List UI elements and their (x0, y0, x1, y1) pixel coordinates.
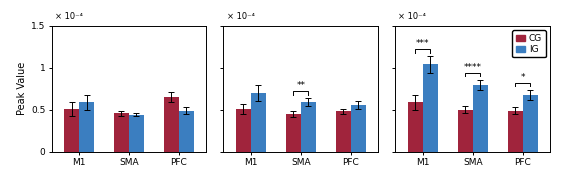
Text: × 10⁻⁴: × 10⁻⁴ (54, 12, 83, 21)
Bar (351, 105, 366, 152)
Text: × 10⁻⁴: × 10⁻⁴ (226, 12, 254, 21)
Bar (523, 95, 537, 152)
Bar (236, 109, 251, 152)
Bar (473, 85, 488, 152)
Y-axis label: Peak Value: Peak Value (17, 62, 27, 115)
Bar (458, 110, 473, 152)
Legend: CG, IG: CG, IG (512, 30, 545, 57)
Text: **: ** (296, 81, 305, 90)
Text: *: * (520, 73, 525, 82)
Bar (114, 113, 129, 152)
Bar (164, 97, 179, 152)
Bar (286, 114, 301, 152)
Bar (423, 65, 438, 152)
Text: ****: **** (464, 63, 482, 72)
Bar (508, 111, 523, 152)
Text: × 10⁻⁴: × 10⁻⁴ (398, 12, 426, 21)
Bar (129, 115, 144, 152)
Bar (301, 102, 316, 152)
Bar (179, 111, 194, 152)
Bar (251, 93, 266, 152)
Text: ***: *** (416, 39, 430, 48)
Bar (79, 102, 94, 152)
Bar (64, 109, 79, 152)
Bar (336, 111, 351, 152)
Bar (408, 102, 423, 152)
